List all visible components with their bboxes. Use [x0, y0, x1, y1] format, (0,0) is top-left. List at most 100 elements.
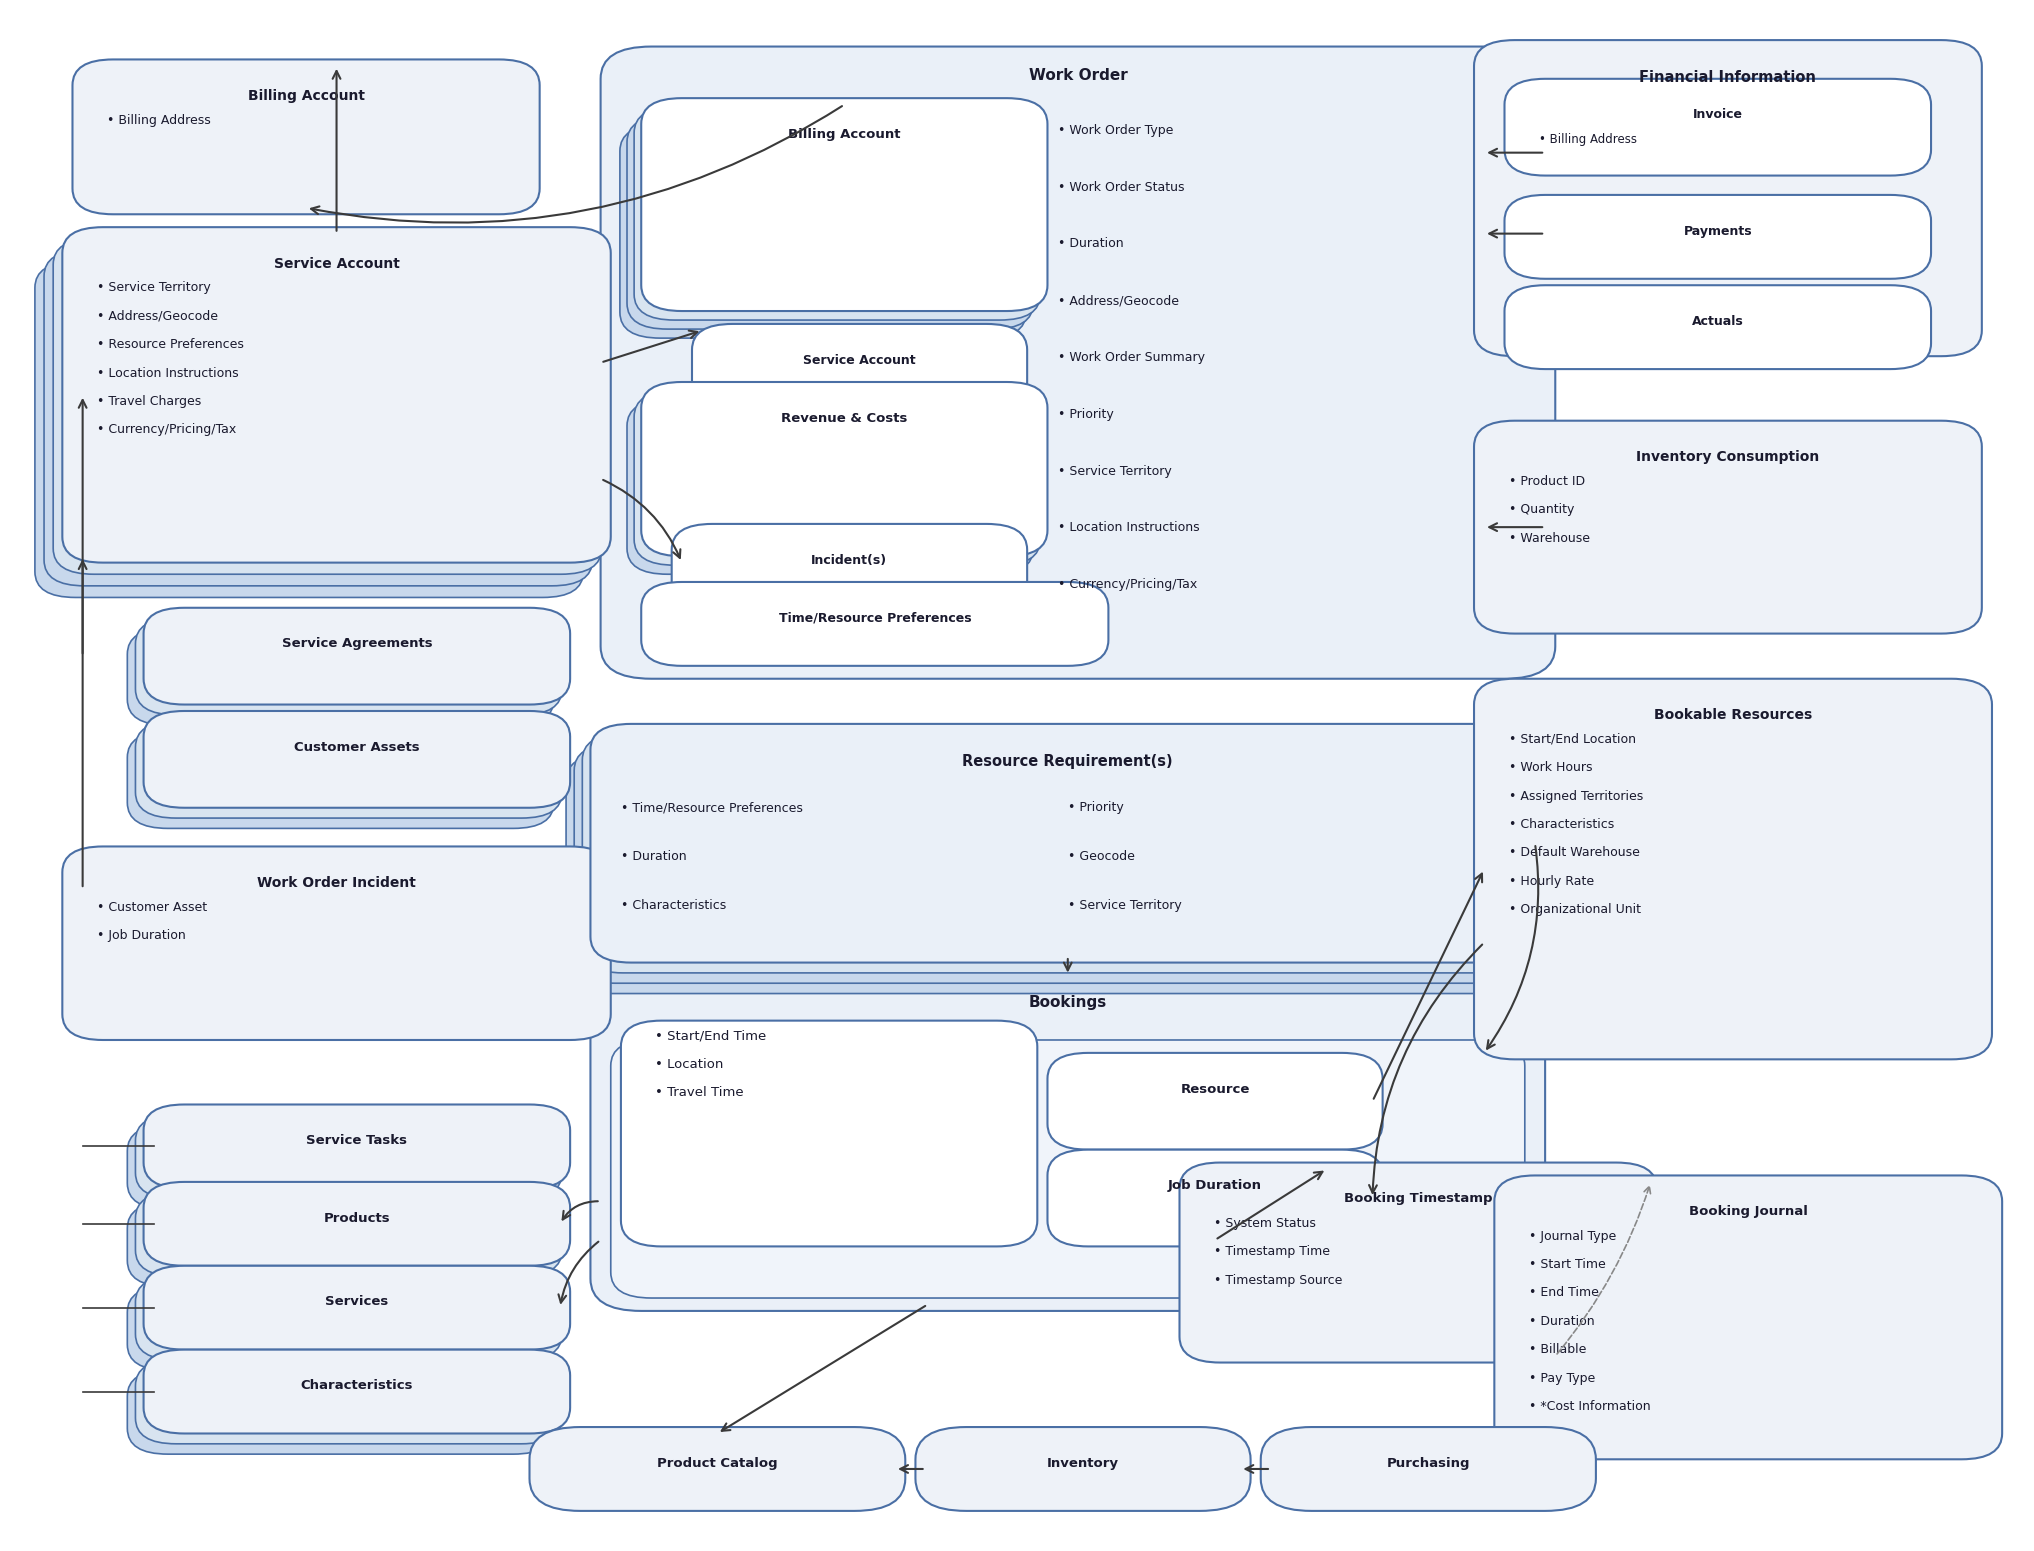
Text: Invoice: Invoice: [1692, 109, 1743, 121]
FancyBboxPatch shape: [144, 1266, 570, 1349]
Text: Revenue & Costs: Revenue & Costs: [781, 411, 907, 425]
Text: • Work Order Type: • Work Order Type: [1058, 124, 1174, 136]
Text: • Location Instructions: • Location Instructions: [98, 366, 238, 380]
FancyBboxPatch shape: [136, 1276, 561, 1360]
FancyBboxPatch shape: [1180, 1163, 1658, 1362]
Text: Purchasing: Purchasing: [1387, 1456, 1471, 1470]
Text: • Start Time: • Start Time: [1530, 1258, 1605, 1270]
Text: • Travel Time: • Travel Time: [655, 1086, 744, 1100]
FancyBboxPatch shape: [73, 59, 539, 214]
Text: Resource Requirement(s): Resource Requirement(s): [962, 754, 1174, 769]
Text: • Hourly Rate: • Hourly Rate: [1509, 875, 1595, 887]
FancyBboxPatch shape: [1505, 285, 1930, 369]
FancyBboxPatch shape: [144, 608, 570, 704]
FancyBboxPatch shape: [641, 98, 1048, 312]
Text: • Service Territory: • Service Territory: [98, 281, 212, 295]
FancyBboxPatch shape: [1505, 79, 1930, 175]
Text: • Resource Preferences: • Resource Preferences: [98, 338, 244, 351]
FancyBboxPatch shape: [641, 382, 1048, 557]
Text: • Timestamp Time: • Timestamp Time: [1214, 1245, 1330, 1258]
Text: Incident(s): Incident(s): [812, 554, 887, 566]
Text: • Currency/Pricing/Tax: • Currency/Pricing/Tax: [1058, 579, 1196, 591]
Text: Inventory: Inventory: [1048, 1456, 1119, 1470]
Text: • Characteristics: • Characteristics: [620, 900, 726, 912]
Text: • Start/End Time: • Start/End Time: [655, 1030, 767, 1042]
Text: • Work Order Status: • Work Order Status: [1058, 181, 1184, 194]
Text: Time/Resource Preferences: Time/Resource Preferences: [779, 611, 970, 625]
FancyBboxPatch shape: [144, 1349, 570, 1433]
Text: Booking Journal: Booking Journal: [1688, 1205, 1808, 1218]
FancyBboxPatch shape: [136, 1360, 561, 1444]
Text: • Work Order Summary: • Work Order Summary: [1058, 351, 1204, 364]
FancyBboxPatch shape: [136, 619, 561, 715]
Text: • Billing Address: • Billing Address: [108, 113, 212, 127]
FancyBboxPatch shape: [1048, 1149, 1383, 1247]
Text: • Customer Asset: • Customer Asset: [98, 901, 207, 914]
Text: Booking Timestamp: Booking Timestamp: [1344, 1193, 1493, 1205]
Text: • Billing Address: • Billing Address: [1540, 133, 1637, 146]
FancyBboxPatch shape: [635, 391, 1039, 565]
FancyBboxPatch shape: [136, 721, 561, 817]
FancyBboxPatch shape: [128, 1286, 553, 1370]
FancyBboxPatch shape: [620, 126, 1025, 338]
Text: Work Order Incident: Work Order Incident: [256, 876, 417, 890]
Text: Billing Account: Billing Account: [248, 88, 364, 102]
FancyBboxPatch shape: [35, 262, 584, 597]
FancyBboxPatch shape: [45, 250, 592, 586]
FancyBboxPatch shape: [1261, 1427, 1597, 1511]
Text: • Billable: • Billable: [1530, 1343, 1587, 1356]
Text: • Timestamp Source: • Timestamp Source: [1214, 1273, 1342, 1286]
Text: • Location Instructions: • Location Instructions: [1058, 521, 1200, 535]
Text: Characteristics: Characteristics: [301, 1379, 413, 1393]
Text: Resource: Resource: [1180, 1083, 1249, 1095]
Text: Actuals: Actuals: [1692, 315, 1743, 327]
Text: Customer Assets: Customer Assets: [295, 741, 419, 754]
FancyBboxPatch shape: [1048, 1053, 1383, 1149]
FancyBboxPatch shape: [63, 226, 610, 563]
Text: • Organizational Unit: • Organizational Unit: [1509, 903, 1641, 917]
Text: Payments: Payments: [1684, 225, 1751, 237]
Text: • End Time: • End Time: [1530, 1286, 1599, 1300]
FancyBboxPatch shape: [144, 1182, 570, 1266]
FancyBboxPatch shape: [128, 628, 553, 726]
Text: Financial Information: Financial Information: [1639, 70, 1816, 85]
Text: • Quantity: • Quantity: [1509, 503, 1574, 516]
Text: Bookable Resources: Bookable Resources: [1654, 709, 1812, 723]
Text: • Product ID: • Product ID: [1509, 475, 1584, 489]
FancyBboxPatch shape: [63, 847, 610, 1041]
Text: Product Catalog: Product Catalog: [657, 1456, 777, 1470]
FancyBboxPatch shape: [1475, 679, 1991, 1059]
Text: • Duration: • Duration: [1058, 237, 1123, 251]
FancyBboxPatch shape: [128, 732, 553, 828]
Text: • Service Territory: • Service Territory: [1068, 900, 1182, 912]
FancyBboxPatch shape: [635, 107, 1039, 320]
FancyBboxPatch shape: [600, 47, 1556, 679]
FancyBboxPatch shape: [626, 400, 1033, 574]
FancyBboxPatch shape: [582, 734, 1538, 972]
FancyBboxPatch shape: [565, 755, 1521, 994]
FancyBboxPatch shape: [671, 524, 1027, 608]
Text: • Assigned Territories: • Assigned Territories: [1509, 789, 1643, 803]
Text: • Address/Geocode: • Address/Geocode: [1058, 295, 1178, 307]
Text: • Warehouse: • Warehouse: [1509, 532, 1589, 544]
Text: • Duration: • Duration: [620, 850, 687, 864]
Text: Service Account: Service Account: [803, 354, 915, 366]
Text: • Service Territory: • Service Territory: [1058, 465, 1172, 478]
FancyBboxPatch shape: [136, 1193, 561, 1276]
Text: Billing Account: Billing Account: [787, 127, 901, 141]
Text: • Characteristics: • Characteristics: [1509, 817, 1613, 831]
Text: Services: Services: [325, 1295, 388, 1309]
FancyBboxPatch shape: [641, 582, 1109, 665]
Text: • Priority: • Priority: [1058, 408, 1113, 420]
Text: • Geocode: • Geocode: [1068, 850, 1135, 864]
FancyBboxPatch shape: [590, 969, 1546, 1311]
Text: • Location: • Location: [655, 1058, 724, 1072]
Text: • Priority: • Priority: [1068, 802, 1123, 814]
FancyBboxPatch shape: [1475, 40, 1981, 357]
FancyBboxPatch shape: [692, 324, 1027, 408]
FancyBboxPatch shape: [574, 744, 1530, 983]
FancyBboxPatch shape: [1505, 195, 1930, 279]
FancyBboxPatch shape: [610, 1041, 1526, 1298]
Text: Inventory Consumption: Inventory Consumption: [1635, 450, 1820, 464]
Text: • Travel Charges: • Travel Charges: [98, 396, 201, 408]
